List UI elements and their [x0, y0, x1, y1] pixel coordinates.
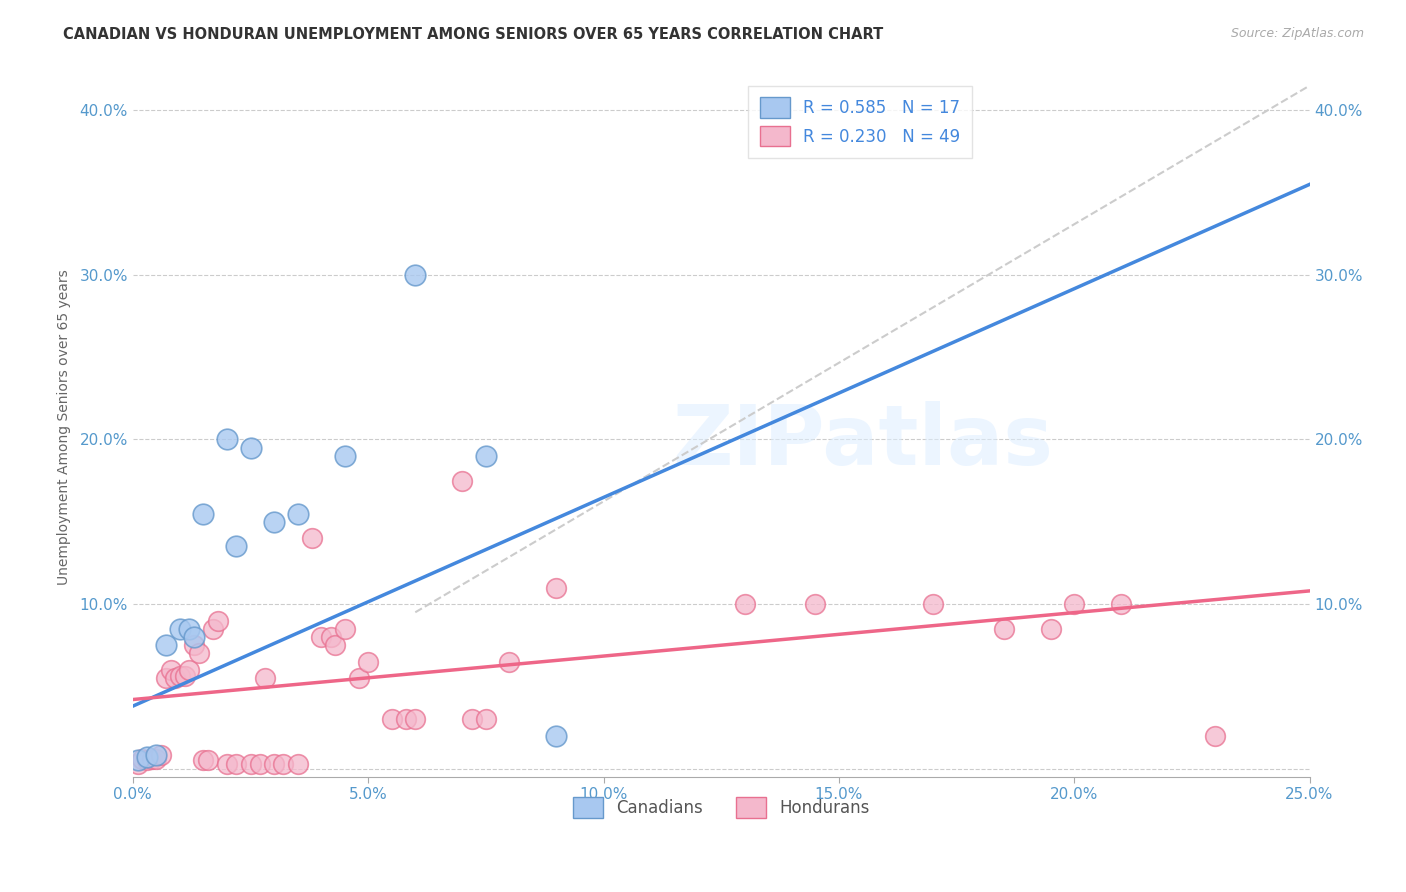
Text: CANADIAN VS HONDURAN UNEMPLOYMENT AMONG SENIORS OVER 65 YEARS CORRELATION CHART: CANADIAN VS HONDURAN UNEMPLOYMENT AMONG … — [63, 27, 883, 42]
Point — [263, 756, 285, 771]
Point — [169, 669, 191, 683]
Point — [179, 663, 201, 677]
Point — [333, 622, 356, 636]
Point — [239, 756, 262, 771]
Text: Source: ZipAtlas.com: Source: ZipAtlas.com — [1230, 27, 1364, 40]
Y-axis label: Unemployment Among Seniors over 65 years: Unemployment Among Seniors over 65 years — [58, 269, 72, 585]
Point — [546, 581, 568, 595]
Point — [1109, 597, 1132, 611]
Point — [165, 671, 187, 685]
Point — [225, 756, 247, 771]
Point — [451, 474, 474, 488]
Point — [309, 630, 332, 644]
Point — [201, 622, 224, 636]
Point — [183, 630, 205, 644]
Point — [319, 630, 342, 644]
Point — [395, 712, 418, 726]
Point — [461, 712, 484, 726]
Point — [155, 638, 177, 652]
Point — [193, 753, 215, 767]
Point — [546, 729, 568, 743]
Point — [215, 433, 238, 447]
Point — [145, 752, 167, 766]
Point — [169, 622, 191, 636]
Point — [1204, 729, 1226, 743]
Point — [197, 753, 219, 767]
Point — [150, 748, 173, 763]
Point — [131, 752, 153, 766]
Point — [404, 712, 426, 726]
Point — [273, 756, 295, 771]
Point — [215, 756, 238, 771]
Point — [136, 750, 159, 764]
Point — [922, 597, 945, 611]
Point — [993, 622, 1015, 636]
Point — [475, 712, 498, 726]
Point — [127, 753, 149, 767]
Point — [145, 748, 167, 763]
Point — [287, 756, 309, 771]
Point — [498, 655, 520, 669]
Point — [404, 268, 426, 282]
Point — [475, 449, 498, 463]
Point — [136, 753, 159, 767]
Point — [155, 671, 177, 685]
Point — [183, 638, 205, 652]
Point — [249, 756, 271, 771]
Point — [804, 597, 827, 611]
Point — [734, 597, 756, 611]
Point — [193, 507, 215, 521]
Point — [1063, 597, 1085, 611]
Point — [1039, 622, 1062, 636]
Point — [225, 540, 247, 554]
Point — [323, 638, 346, 652]
Legend: Canadians, Hondurans: Canadians, Hondurans — [567, 791, 876, 824]
Point — [287, 507, 309, 521]
Point — [141, 752, 163, 766]
Point — [187, 647, 209, 661]
Point — [357, 655, 380, 669]
Point — [207, 614, 229, 628]
Text: ZIPatlas: ZIPatlas — [672, 401, 1053, 482]
Point — [333, 449, 356, 463]
Point — [239, 441, 262, 455]
Point — [127, 756, 149, 771]
Point — [253, 671, 276, 685]
Point — [347, 671, 370, 685]
Point — [381, 712, 404, 726]
Point — [179, 622, 201, 636]
Point — [263, 515, 285, 529]
Point — [159, 663, 181, 677]
Point — [173, 669, 195, 683]
Point — [301, 531, 323, 545]
